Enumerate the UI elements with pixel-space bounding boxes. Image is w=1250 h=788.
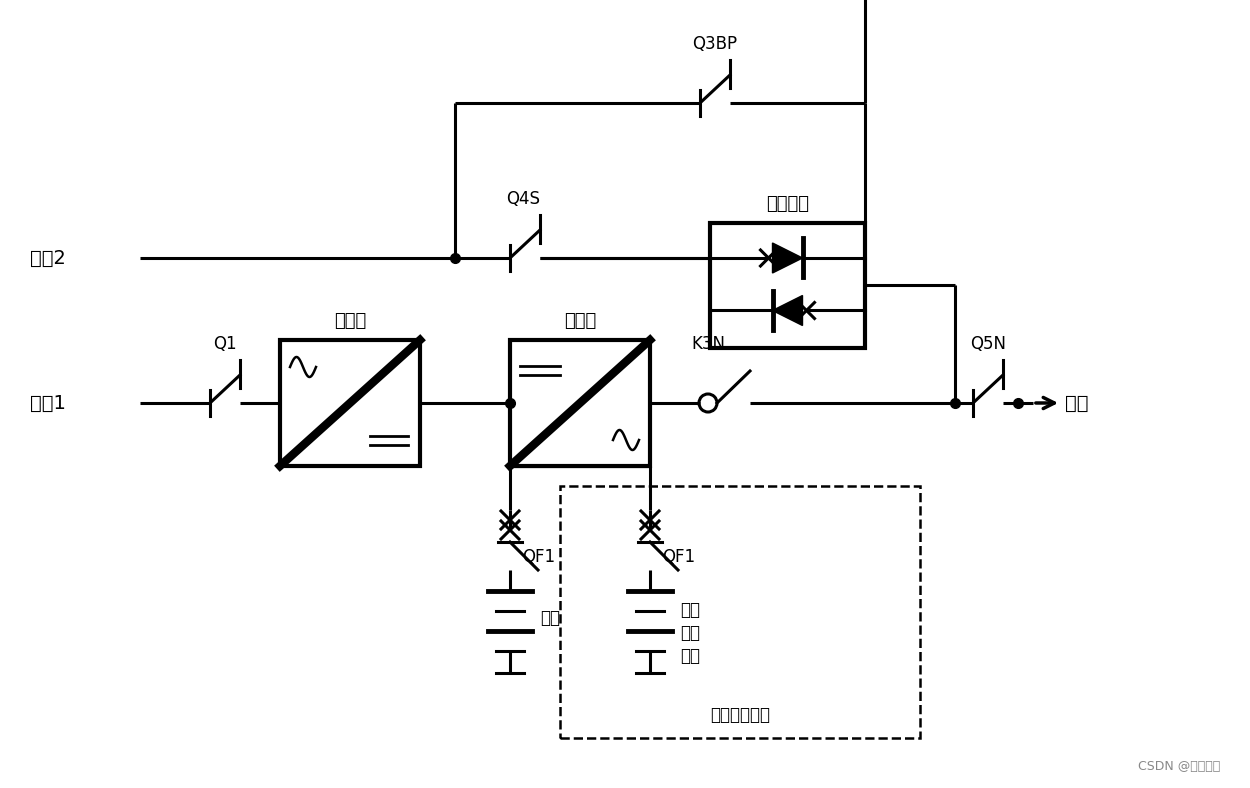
Bar: [280, 340, 420, 466]
Text: 逆变器: 逆变器: [564, 312, 596, 330]
Text: Q1: Q1: [214, 335, 236, 353]
Text: 电源2: 电源2: [30, 248, 66, 267]
Text: Q4S: Q4S: [506, 190, 540, 208]
Text: 电池: 电池: [540, 609, 560, 627]
Bar: [710, 223, 865, 348]
Text: Q3BP: Q3BP: [693, 35, 738, 53]
Polygon shape: [772, 296, 802, 325]
Text: 远程通讯选件: 远程通讯选件: [710, 706, 770, 724]
Text: 充电器: 充电器: [334, 312, 366, 330]
Text: 扩展: 扩展: [680, 601, 700, 619]
Text: 电池: 电池: [680, 624, 700, 642]
Text: QF1: QF1: [522, 548, 555, 566]
Text: 电源1: 电源1: [30, 393, 66, 412]
Bar: [560, 486, 920, 738]
Polygon shape: [772, 243, 802, 273]
Text: CSDN @通信瓦工: CSDN @通信瓦工: [1138, 760, 1220, 773]
Text: 静态开关: 静态开关: [766, 195, 809, 213]
Text: K3N: K3N: [691, 335, 725, 353]
Text: QF1: QF1: [662, 548, 695, 566]
Text: 选件: 选件: [680, 647, 700, 665]
Bar: [510, 340, 650, 466]
Text: Q5N: Q5N: [970, 335, 1006, 353]
Text: 负载: 负载: [1065, 393, 1089, 412]
